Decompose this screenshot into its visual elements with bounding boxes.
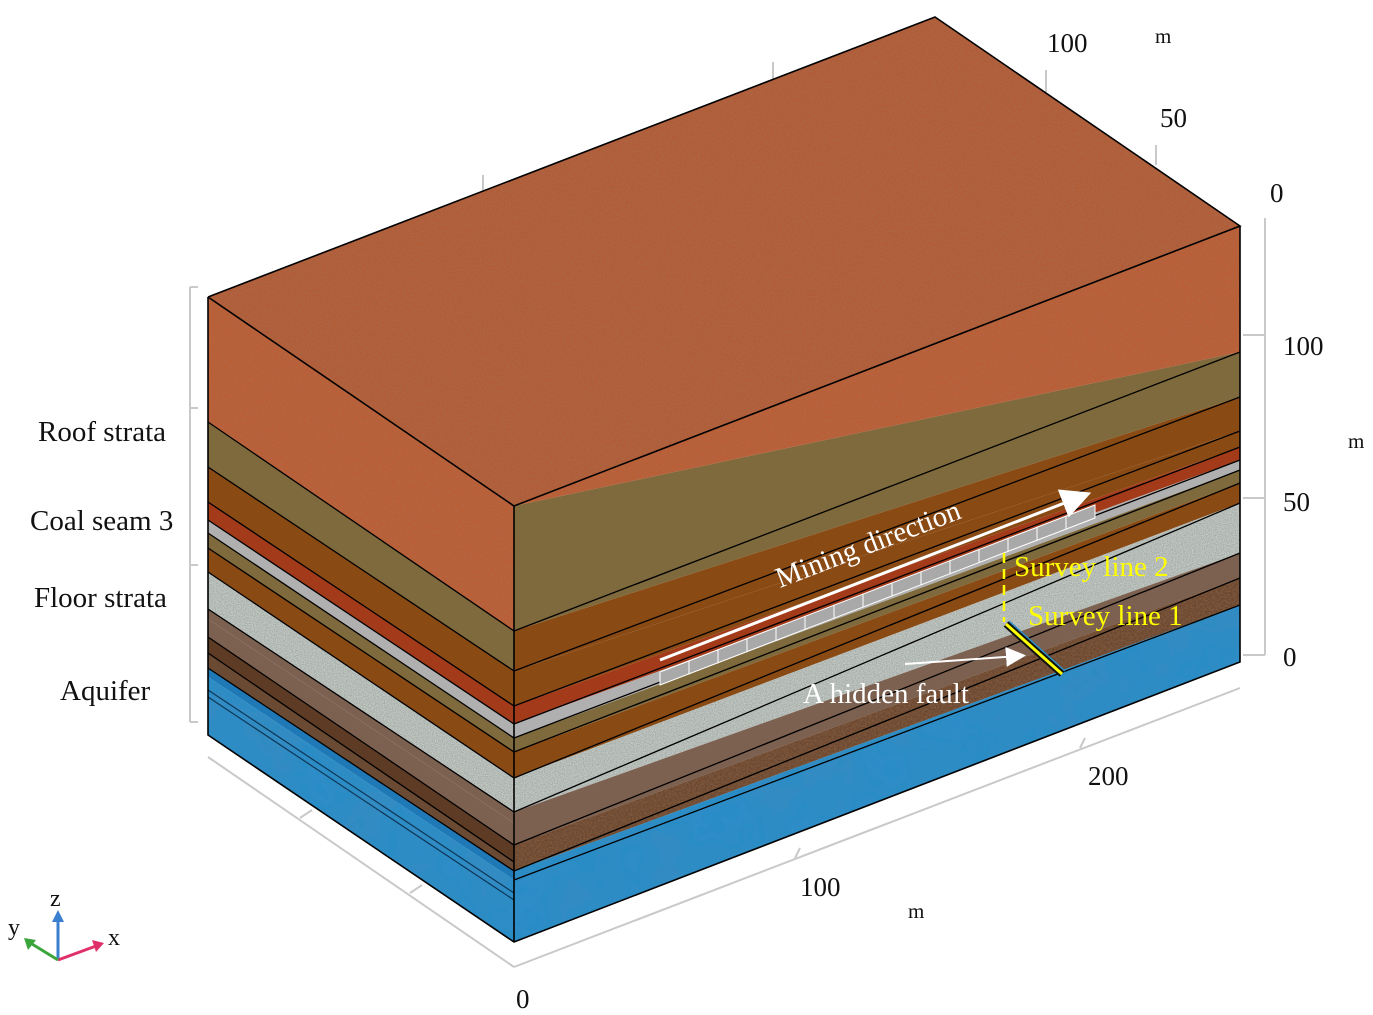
label-floor-strata: Floor strata — [34, 582, 167, 614]
model-outline — [207, 16, 1242, 943]
x-tick-200: 200 — [1088, 761, 1129, 791]
label-roof-strata: Roof strata — [38, 416, 166, 448]
stratum-boundaries — [207, 351, 1241, 881]
x-tick-0: 0 — [516, 984, 530, 1014]
z-axis-unit: m — [1348, 429, 1364, 453]
side-face-strata — [207, 297, 515, 942]
top-face — [208, 17, 1240, 506]
z-tick-100: 100 — [1283, 331, 1324, 361]
survey-line-1-label: Survey line 1 — [1028, 600, 1183, 632]
triad-y-label: y — [8, 915, 20, 941]
axis-triad: z x y — [8, 886, 120, 962]
y-axis-unit: m — [1155, 24, 1171, 48]
x-axis-ticks: 0 100 200 m — [516, 761, 1129, 1014]
hidden-fault — [1003, 620, 1066, 677]
triad-x-label: x — [108, 925, 120, 951]
label-aquifer: Aquifer — [60, 675, 151, 707]
mining-direction-arrow — [659, 489, 1092, 662]
label-coal-seam-3: Coal seam 3 — [30, 505, 173, 537]
x-tick-100: 100 — [800, 872, 841, 902]
z-tick-0: 0 — [1283, 642, 1297, 672]
axis-frame — [189, 62, 1266, 968]
strata-legend: Roof strata Coal seam 3 Floor strata Aqu… — [30, 416, 173, 707]
y-tick-100: 100 — [1047, 28, 1088, 58]
y-axis-ticks: 100 50 0 m — [1047, 24, 1284, 208]
z-axis-ticks: 100 50 0 m — [1283, 331, 1364, 672]
survey-line-2-label: Survey line 2 — [1014, 551, 1169, 583]
y-tick-0: 0 — [1270, 178, 1284, 208]
z-tick-50: 50 — [1283, 487, 1310, 517]
hidden-fault-label: A hidden fault — [803, 678, 969, 710]
hidden-fault-arrow — [904, 646, 1026, 667]
triad-z-label: z — [50, 886, 61, 912]
x-axis-unit: m — [908, 899, 924, 923]
y-tick-50: 50 — [1160, 103, 1187, 133]
